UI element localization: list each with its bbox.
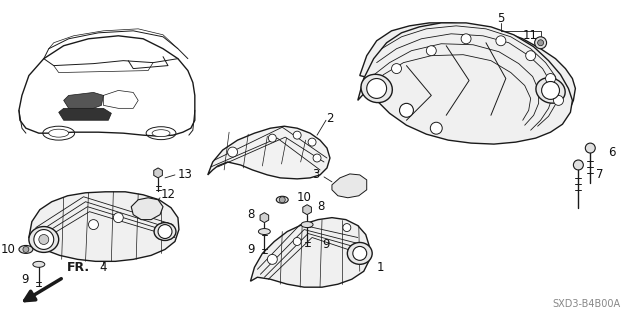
Circle shape [353,246,367,260]
Circle shape [267,254,277,264]
Ellipse shape [301,222,313,228]
Circle shape [426,46,436,56]
Ellipse shape [154,223,176,241]
Circle shape [23,246,29,252]
Ellipse shape [536,78,565,103]
Circle shape [158,225,172,238]
Circle shape [269,134,276,142]
Circle shape [308,138,316,146]
Polygon shape [154,168,163,178]
Ellipse shape [152,130,170,137]
Text: 10: 10 [1,243,16,256]
Text: 5: 5 [497,12,505,25]
Ellipse shape [361,74,392,103]
Circle shape [313,154,321,162]
Circle shape [392,64,401,74]
Polygon shape [303,205,311,215]
Text: FR.: FR. [67,261,90,274]
Circle shape [88,220,98,229]
Text: 9: 9 [247,243,255,256]
Polygon shape [29,192,179,261]
Text: 6: 6 [608,146,616,158]
Text: 12: 12 [161,188,176,201]
Circle shape [399,103,413,117]
Polygon shape [208,126,330,179]
Ellipse shape [258,228,271,235]
Circle shape [573,160,584,170]
Circle shape [554,95,563,105]
Ellipse shape [29,227,58,252]
Text: 9: 9 [322,238,330,251]
Text: 8: 8 [317,200,324,213]
Polygon shape [131,198,163,220]
Polygon shape [358,23,572,144]
Circle shape [343,224,351,232]
Polygon shape [64,92,104,108]
Polygon shape [250,218,370,287]
Text: 7: 7 [596,168,604,181]
Circle shape [39,235,49,244]
Text: 1: 1 [377,261,384,274]
Circle shape [538,40,544,46]
Ellipse shape [49,129,69,137]
Circle shape [461,34,471,44]
Circle shape [535,37,547,49]
Circle shape [34,229,54,249]
Polygon shape [260,213,269,223]
Text: 4: 4 [100,261,107,274]
Circle shape [113,213,123,223]
Circle shape [293,131,301,139]
Polygon shape [360,23,575,142]
Circle shape [367,78,387,98]
Circle shape [227,147,237,157]
Polygon shape [332,174,367,198]
Ellipse shape [19,245,33,253]
Text: 3: 3 [312,168,320,181]
Circle shape [585,143,595,153]
Circle shape [431,122,442,134]
Circle shape [496,36,506,46]
Circle shape [545,74,556,84]
Circle shape [542,82,559,100]
Circle shape [526,51,536,60]
Ellipse shape [347,243,372,264]
Text: 10: 10 [297,191,312,204]
Text: 11: 11 [523,29,538,42]
Polygon shape [58,108,111,120]
Text: 8: 8 [247,208,255,221]
Ellipse shape [276,196,288,203]
Circle shape [279,197,285,203]
Text: 9: 9 [22,273,29,286]
Circle shape [293,237,301,245]
Ellipse shape [33,261,45,267]
Circle shape [371,84,382,93]
Text: 13: 13 [178,168,193,181]
Text: SXD3-B4B00A: SXD3-B4B00A [552,299,620,309]
Text: 2: 2 [326,112,334,125]
